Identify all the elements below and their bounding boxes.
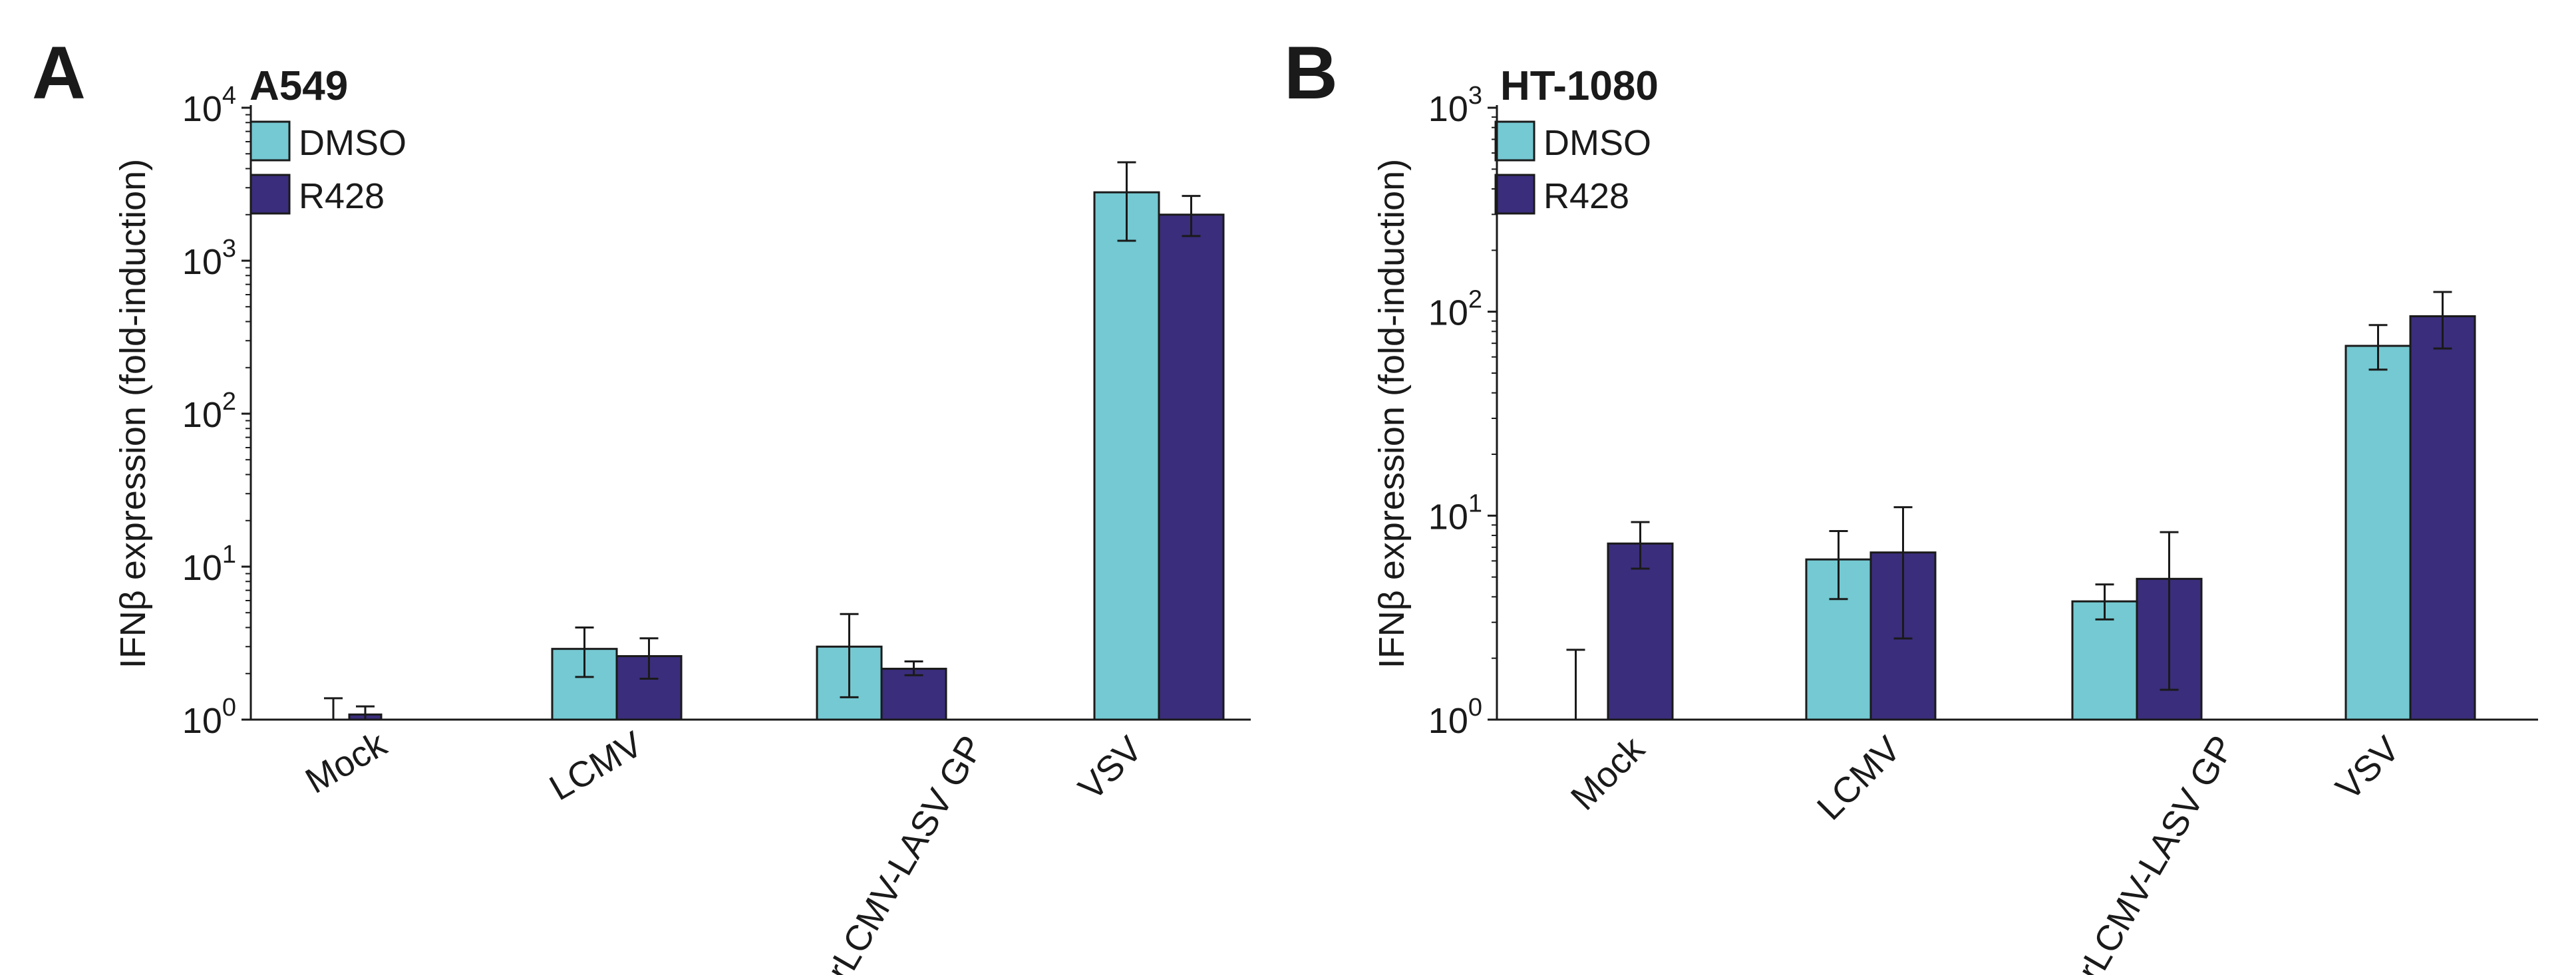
- bar-r428-3: [2409, 315, 2476, 721]
- y-tick-label: 104: [182, 82, 236, 129]
- legend-swatch-r428: [249, 174, 291, 215]
- panel-title: A549: [249, 63, 348, 109]
- bar-r428-1: [615, 655, 683, 721]
- y-tick-label: 102: [1428, 286, 1482, 333]
- legend-label-r428: R428: [299, 176, 385, 216]
- legend-swatch-r428: [1494, 174, 1535, 215]
- x-tick-label-1: LCMV: [1810, 729, 1909, 828]
- panel-label: A: [32, 31, 86, 114]
- x-tick-label-3: VSV: [2329, 729, 2408, 808]
- y-tick-label: 100: [1428, 694, 1482, 741]
- y-tick-label: 101: [1428, 489, 1482, 537]
- bar-dmso-3: [2344, 345, 2412, 721]
- x-tick-label-2: rLCMV-LASV GP: [2070, 729, 2242, 975]
- x-tick-label-1: LCMV: [543, 724, 649, 808]
- panel-a: A A549 DMSO R428 100 101 102 103 104 IFNβ express…: [32, 31, 1251, 975]
- x-tick-label-0: Mock: [299, 724, 394, 801]
- x-tick-label-2: rLCMV-LASV GP: [819, 729, 991, 975]
- y-tick-label: 101: [182, 541, 236, 588]
- legend-swatch-dmso: [1494, 120, 1535, 162]
- bar-r428-0: [1607, 542, 1674, 721]
- y-tick-label: 100: [182, 694, 236, 741]
- bar-r428-2: [880, 668, 947, 721]
- legend-label-dmso: DMSO: [1543, 123, 1651, 163]
- panel-title: HT-1080: [1500, 63, 1659, 109]
- panel-label: B: [1284, 31, 1338, 114]
- y-tick-label: 102: [182, 388, 236, 435]
- legend-label-dmso: DMSO: [299, 123, 406, 163]
- y-tick-label: 103: [182, 235, 236, 282]
- legend-swatch-dmso: [249, 120, 291, 162]
- legend-label-r428: R428: [1543, 176, 1629, 216]
- y-axis-label: IFNβ expression (fold-induction): [113, 159, 153, 668]
- panel-b: B HT-1080 DMSO R428 100 101 102 103 IFNβ express…: [1284, 31, 2538, 975]
- y-axis-label: IFNβ expression (fold-induction): [1372, 159, 1412, 668]
- bar-r428-3: [1158, 213, 1225, 721]
- y-tick-label: 103: [1428, 82, 1482, 129]
- x-tick-label-0: Mock: [1563, 728, 1653, 817]
- x-tick-label-3: VSV: [1071, 729, 1150, 808]
- bar-dmso-3: [1093, 191, 1160, 721]
